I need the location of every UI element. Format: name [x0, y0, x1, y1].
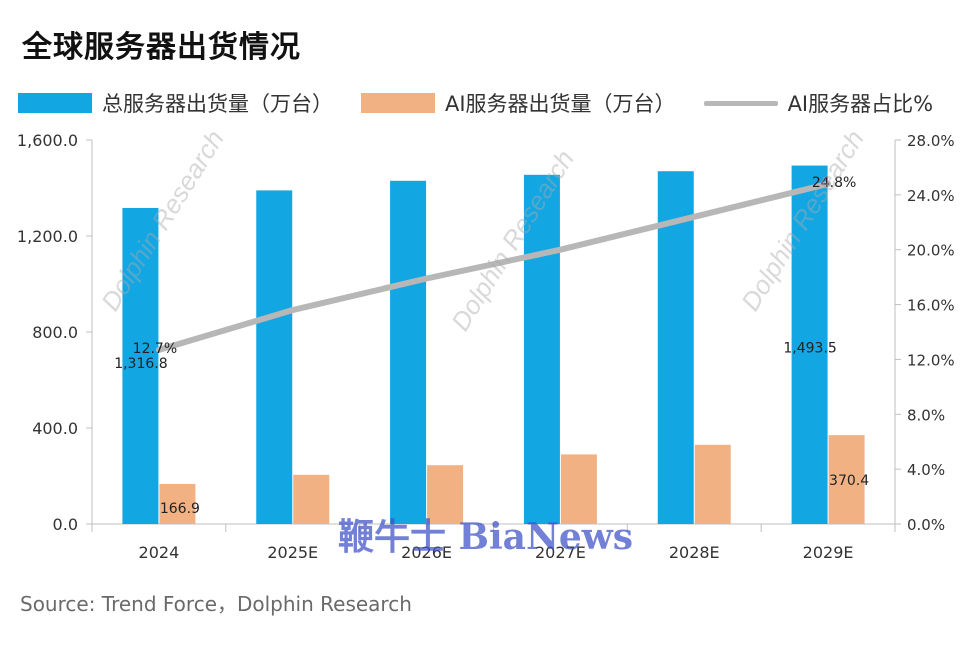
data-label-s2-2024: 12.7% [133, 341, 177, 357]
y-left-tick-label: 400.0 [32, 419, 78, 438]
bar-total-2025E [256, 190, 293, 524]
x-tick-label: 2025E [267, 543, 318, 562]
x-tick-label: 2026E [401, 543, 452, 562]
share-point-2029E [826, 181, 831, 186]
share-point-2027E [558, 247, 563, 252]
data-label-s1-2024: 166.9 [160, 501, 200, 517]
x-tick-label: 2024 [139, 543, 180, 562]
legend: 总服务器出货量（万台） AI服务器出货量（万台） AI服务器占比% [18, 86, 961, 120]
legend-label-ai: AI服务器出货量（万台） [445, 92, 676, 116]
share-point-2028E [692, 214, 697, 219]
y-left-tick-label: 1,200.0 [17, 227, 78, 246]
y-right-tick-label: 8.0% [907, 406, 945, 424]
legend-swatch-total [18, 93, 92, 113]
source-note: Source: Trend Force，Dolphin Research [20, 592, 412, 616]
bar-ai-2027E [560, 454, 597, 524]
y-left-tick-label: 1,600.0 [17, 131, 78, 150]
x-tick-label: 2028E [669, 543, 720, 562]
y-right-tick-label: 16.0% [907, 297, 955, 315]
share-point-2026E [424, 276, 429, 281]
y-right-tick-label: 28.0% [907, 132, 955, 150]
share-point-2025E [290, 308, 295, 313]
bar-total-2027E [523, 174, 560, 525]
bar-total-2026E [390, 180, 427, 525]
bar-ai-2026E [427, 465, 464, 524]
share-point-2024 [156, 347, 161, 352]
y-left-tick-label: 800.0 [32, 323, 78, 342]
bar-ai-2025E [293, 474, 330, 524]
share-line [155, 180, 832, 353]
bar-total-2028E [657, 171, 694, 524]
legend-item-total: 总服务器出货量（万台） [18, 88, 333, 118]
legend-label-share: AI服务器占比% [787, 92, 934, 116]
data-label-s1-2029E: 370.4 [829, 473, 869, 489]
x-tick-label: 2027E [535, 543, 586, 562]
y-right-tick-label: 12.0% [907, 351, 955, 369]
data-label-s0-2029E: 1,493.5 [783, 341, 836, 357]
bar-total-2029E [791, 165, 828, 524]
legend-label-total: 总服务器出货量（万台） [102, 92, 333, 116]
chart-title: 全球服务器出货情况 [22, 30, 301, 65]
bar-ai-2028E [694, 444, 731, 524]
y-right-tick-label: 4.0% [907, 461, 945, 479]
chart-plot: 0.0 400.0 800.0 1,200.0 1,600.0 0.0% 4.0% 8.0% 1… [17, 131, 955, 562]
legend-line-share [703, 100, 778, 106]
y-left-tick-label: 0.0 [53, 515, 78, 534]
y-right-tick-label: 0.0% [907, 516, 945, 534]
x-tick-label: 2029E [803, 543, 854, 562]
y-right-tick-label: 24.0% [907, 187, 955, 205]
legend-item-share: AI服务器占比% [703, 88, 934, 118]
bar-total-2024 [122, 207, 159, 524]
legend-swatch-ai [361, 93, 435, 113]
y-right-tick-label: 20.0% [907, 242, 955, 260]
bar-ai-2029E [828, 435, 865, 524]
watermark-brand: 鞭牛士 BiaNews [338, 516, 634, 558]
legend-item-ai: AI服务器出货量（万台） [361, 88, 676, 118]
data-label-s2-2029E: 24.8% [812, 175, 856, 191]
bar-ai-2024 [159, 483, 196, 524]
data-label-s0-2024: 1,316.8 [114, 356, 167, 372]
